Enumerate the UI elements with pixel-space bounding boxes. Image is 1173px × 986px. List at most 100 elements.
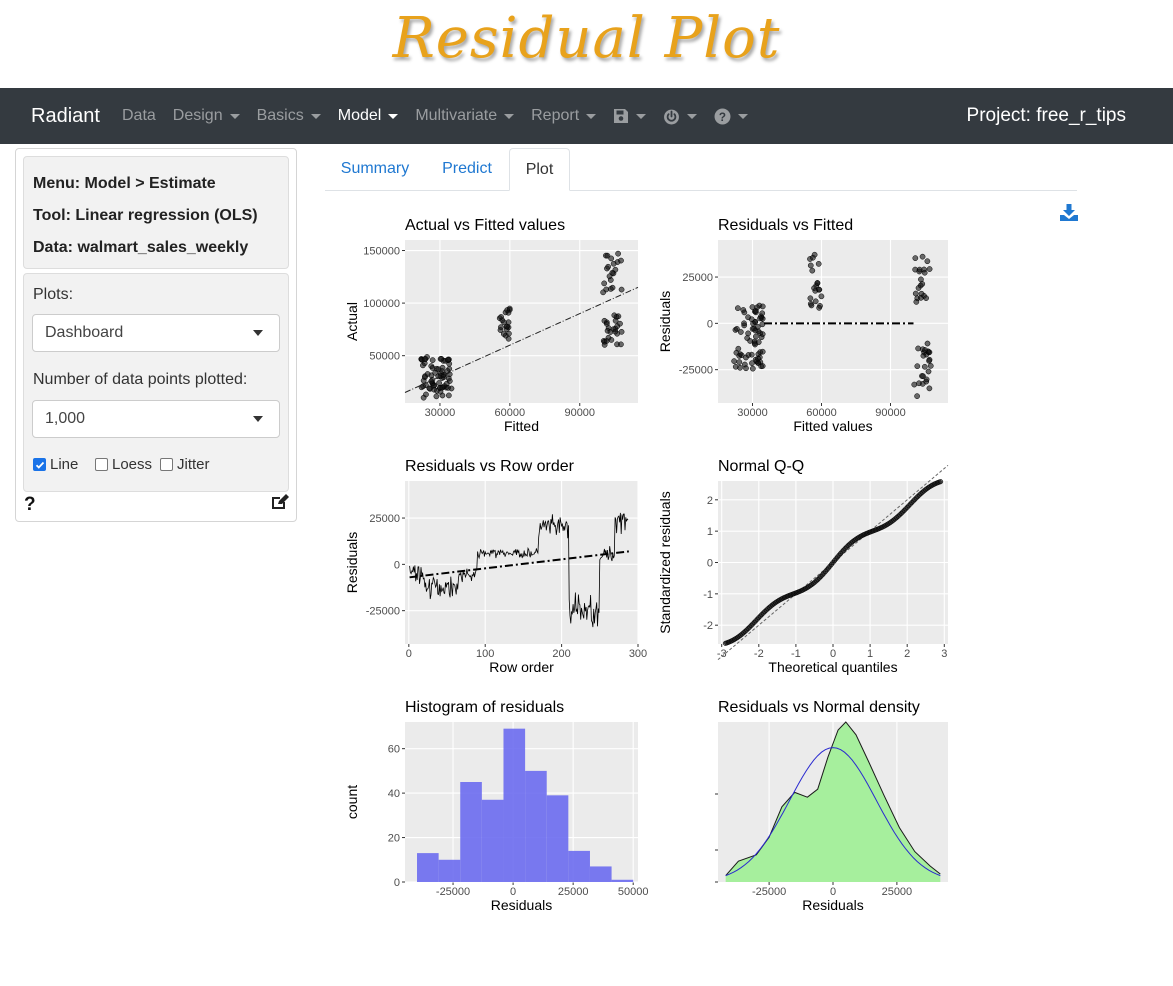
- data-point: [604, 252, 611, 259]
- data-point: [810, 254, 816, 261]
- data-point: [446, 378, 453, 384]
- chart-title: Histogram of residuals: [405, 699, 564, 716]
- plot-options-panel: Plots: Dashboard Number of data points p…: [23, 273, 289, 492]
- y-axis-label: count: [344, 785, 360, 819]
- x-tick-label: 0: [406, 648, 412, 660]
- line-checkbox[interactable]: Line: [33, 456, 78, 473]
- download-plot-button[interactable]: [1060, 204, 1078, 225]
- caret-down-icon: [229, 113, 240, 119]
- y-tick-label: -1: [703, 589, 713, 601]
- navbar-brand[interactable]: Radiant: [31, 105, 100, 127]
- data-point: [911, 381, 918, 388]
- data-point: [504, 307, 511, 313]
- nav-save-menu[interactable]: [613, 108, 647, 124]
- data-point: [439, 364, 446, 371]
- caret-down-icon: [253, 330, 263, 336]
- jitter-checkbox[interactable]: Jitter: [160, 456, 210, 473]
- tab-summary[interactable]: Summary: [340, 159, 410, 177]
- x-tick-label: 300: [629, 648, 647, 660]
- help-button[interactable]: ?: [24, 494, 36, 515]
- data-point: [808, 302, 815, 309]
- x-tick-label: 0: [830, 648, 836, 660]
- data-point: [445, 384, 451, 391]
- svg-text:?: ?: [719, 110, 726, 123]
- x-tick-label: -3: [717, 648, 727, 660]
- data-point: [916, 380, 922, 387]
- checkbox-checked-icon[interactable]: [33, 458, 46, 471]
- data-point: [609, 269, 616, 276]
- data-point: [426, 385, 433, 392]
- x-tick-label: 200: [552, 648, 570, 660]
- data-point: [938, 479, 944, 485]
- nav-power-menu[interactable]: [663, 108, 698, 125]
- nav-item-model[interactable]: Model: [338, 107, 399, 125]
- data-point: [927, 363, 934, 369]
- data-point: [445, 392, 452, 399]
- data-point: [612, 317, 619, 324]
- npoints-label: Number of data points plotted:: [33, 371, 248, 388]
- x-tick-label: 60000: [806, 407, 837, 419]
- histogram-bar: [417, 853, 439, 882]
- caret-down-icon: [253, 416, 263, 422]
- fit-line: [404, 286, 639, 393]
- nav-item-multivariate[interactable]: Multivariate: [415, 107, 515, 125]
- nav-item-report[interactable]: Report: [531, 107, 597, 125]
- data-point: [920, 373, 926, 379]
- report-edit-button[interactable]: [270, 494, 289, 515]
- data-point: [445, 356, 451, 363]
- checkbox-unchecked-icon[interactable]: [95, 458, 108, 471]
- data-point: [503, 323, 510, 330]
- data-point: [809, 267, 816, 274]
- plots-select[interactable]: Dashboard: [32, 314, 280, 352]
- x-tick-label: 100: [476, 648, 494, 660]
- x-axis-label: Residuals: [802, 897, 863, 913]
- chart-title: Residuals vs Row order: [405, 458, 575, 475]
- x-tick-label: 90000: [875, 407, 906, 419]
- power-icon: [664, 109, 680, 124]
- data-point: [736, 359, 743, 365]
- caret-down-icon: [586, 113, 597, 119]
- npoints-select[interactable]: 1,000: [32, 400, 280, 438]
- data-point: [752, 319, 758, 325]
- checkbox-unchecked-icon[interactable]: [160, 458, 173, 471]
- y-tick-label: 1: [707, 526, 713, 538]
- data-point: [440, 374, 447, 381]
- data-point: [918, 276, 924, 283]
- nav-item-label: Multivariate: [415, 107, 498, 124]
- y-tick-label: 150000: [363, 246, 400, 258]
- nav-help-menu[interactable]: ?: [714, 108, 749, 125]
- nav-item-label: Data: [122, 107, 156, 124]
- data-point: [603, 338, 610, 344]
- caret-down-icon: [636, 113, 647, 119]
- histogram-bar: [611, 879, 634, 882]
- data-point: [436, 380, 442, 386]
- caret-down-icon: [388, 113, 399, 119]
- nav-item-data[interactable]: Data: [122, 107, 156, 125]
- y-axis-label: Residuals: [657, 291, 673, 352]
- x-tick-label: 2: [904, 648, 910, 660]
- chart-title: Residuals vs Normal density: [718, 699, 920, 716]
- data-point: [734, 305, 741, 312]
- x-axis-label: Residuals: [491, 897, 552, 913]
- tab-plot[interactable]: Plot: [509, 148, 570, 191]
- data-point: [759, 363, 766, 369]
- edit-icon: [272, 494, 289, 509]
- data-point: [757, 315, 763, 322]
- data-point: [615, 250, 621, 257]
- y-tick-label: 20: [388, 833, 400, 845]
- y-tick-label: 100000: [363, 298, 400, 310]
- data-point: [923, 376, 930, 383]
- panel-background: [405, 481, 638, 644]
- data-point: [752, 341, 758, 348]
- loess-checkbox[interactable]: Loess: [95, 456, 152, 473]
- tab-predict[interactable]: Predict: [442, 159, 492, 177]
- data-point: [918, 290, 925, 297]
- data-point: [752, 327, 759, 334]
- density-area: [725, 722, 941, 882]
- data-point: [741, 320, 747, 327]
- data-point: [921, 269, 928, 276]
- nav-item-basics[interactable]: Basics: [257, 107, 321, 125]
- data-point: [915, 285, 922, 291]
- nav-item-design[interactable]: Design: [173, 107, 240, 125]
